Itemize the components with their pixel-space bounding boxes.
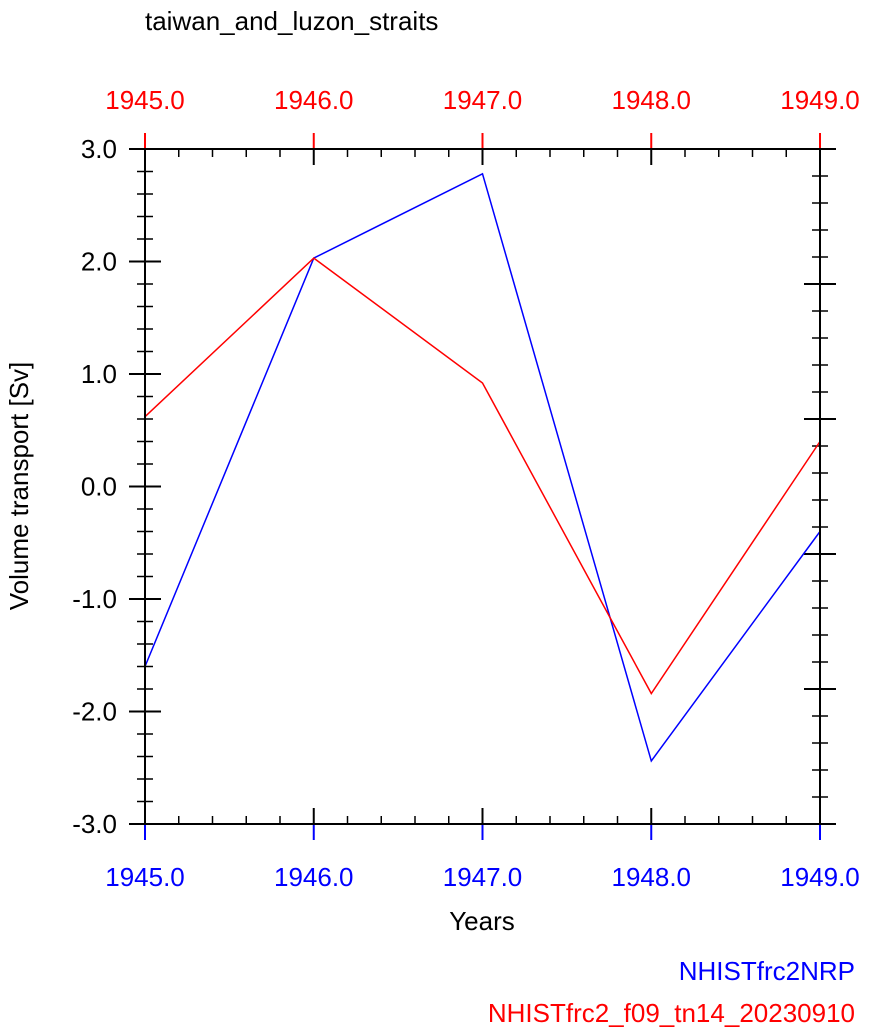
x-tick-label-top: 1948.0 — [611, 85, 691, 115]
y-axis-label: Volume transport [Sv] — [4, 362, 34, 611]
y-tick-label: -1.0 — [72, 584, 117, 614]
legend-entry-0: NHISTfrc2NRP — [679, 956, 855, 986]
legend-entry-1: NHISTfrc2_f09_tn14_20230910 — [488, 998, 855, 1028]
x-tick-label-bottom: 1948.0 — [611, 862, 691, 892]
chart-title: taiwan_and_luzon_straits — [145, 6, 438, 36]
y-tick-labels: 3.0 2.0 1.0 0.0 -1.0 -2.0 -3.0 — [72, 134, 117, 839]
x-tick-labels-bottom: 1945.0 1946.0 1947.0 1948.0 1949.0 — [105, 862, 860, 892]
series-lines — [144, 172, 821, 763]
x-tick-label-top: 1945.0 — [105, 85, 185, 115]
x-tick-label-bottom: 1947.0 — [443, 862, 523, 892]
x-axis-label: Years — [449, 906, 515, 936]
x-tick-labels-top: 1945.0 1946.0 1947.0 1948.0 1949.0 — [105, 85, 860, 115]
y-tick-label: -2.0 — [72, 697, 117, 727]
y-tick-label: 0.0 — [81, 472, 117, 502]
x-tick-label-top: 1946.0 — [274, 85, 354, 115]
x-tick-label-top: 1949.0 — [780, 85, 860, 115]
plot-frame — [144, 148, 821, 825]
x-tick-label-top: 1947.0 — [443, 85, 523, 115]
series-line-0 — [144, 172, 821, 763]
minor-ticks — [137, 149, 828, 824]
major-ticks — [129, 133, 836, 840]
y-tick-label: -3.0 — [72, 809, 117, 839]
x-tick-label-bottom: 1949.0 — [780, 862, 860, 892]
x-tick-label-bottom: 1945.0 — [105, 862, 185, 892]
y-tick-label: 2.0 — [81, 247, 117, 277]
y-tick-label: 1.0 — [81, 359, 117, 389]
x-tick-label-bottom: 1946.0 — [274, 862, 354, 892]
series-line-1 — [144, 257, 821, 695]
y-tick-label: 3.0 — [81, 134, 117, 164]
